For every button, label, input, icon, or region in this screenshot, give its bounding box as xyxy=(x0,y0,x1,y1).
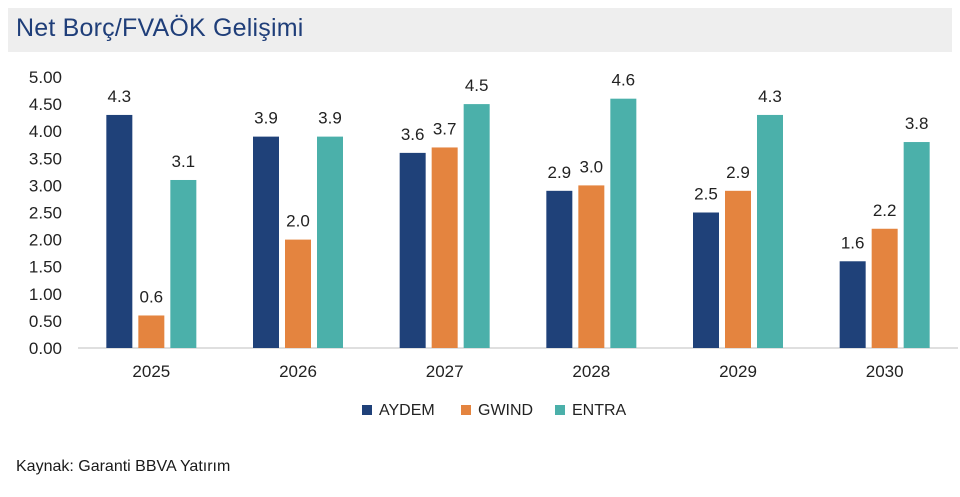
data-label: 4.6 xyxy=(612,71,636,90)
x-tick-label: 2026 xyxy=(279,362,317,381)
y-tick-label: 4.50 xyxy=(29,95,62,114)
bar-chart: 0.000.501.001.502.002.503.003.504.004.50… xyxy=(29,68,958,419)
bar-aydem xyxy=(253,136,279,348)
data-label: 3.6 xyxy=(401,125,425,144)
data-label: 3.1 xyxy=(172,152,196,171)
x-tick-label: 2029 xyxy=(719,362,757,381)
data-label: 2.5 xyxy=(694,185,718,204)
x-tick-label: 2028 xyxy=(572,362,610,381)
bar-aydem xyxy=(839,261,866,348)
data-label: 3.9 xyxy=(254,109,278,128)
y-axis-ticks: 0.00 0.50 1.00 1.50 2.00 2.50 3.00 3.50 4.00 4.50… xyxy=(29,68,62,358)
data-label: 0.6 xyxy=(140,287,164,306)
y-tick-label: 5.00 xyxy=(29,68,62,87)
source-note: Kaynak: Garanti BBVA Yatırım xyxy=(16,458,231,475)
bar-gwind xyxy=(871,228,898,348)
data-label: 2.9 xyxy=(726,163,750,182)
bar-aydem xyxy=(693,212,719,348)
data-label: 3.0 xyxy=(580,157,604,176)
y-tick-label: 0.50 xyxy=(29,312,62,331)
y-tick-label: 1.00 xyxy=(29,285,62,304)
legend-swatch-gwind xyxy=(461,405,471,415)
bar-gwind xyxy=(431,147,458,348)
bar-gwind xyxy=(138,315,165,348)
bar-entra xyxy=(903,142,930,348)
bar-entra xyxy=(170,179,197,348)
bar-entra xyxy=(757,114,783,348)
bars-group xyxy=(106,98,930,349)
data-label: 4.3 xyxy=(758,87,782,106)
x-tick-label: 2025 xyxy=(132,362,170,381)
bar-entra xyxy=(463,104,490,348)
legend-swatch-aydem xyxy=(362,405,372,415)
bar-entra xyxy=(317,136,343,348)
x-tick-label: 2027 xyxy=(426,362,464,381)
y-tick-label: 3.00 xyxy=(29,176,62,195)
x-tick-label: 2030 xyxy=(866,362,904,381)
legend-label-entra: ENTRA xyxy=(572,402,627,419)
title-bar xyxy=(8,8,952,52)
chart-title: Net Borç/FVAÖK Gelişimi xyxy=(16,14,304,42)
bar-gwind xyxy=(578,185,605,348)
data-labels-group: 4.3 0.6 3.1 3.9 2.0 3.9 3.6 3.7 4.5 2.9 3.0 4.6 2.5 2… xyxy=(108,71,929,307)
y-tick-label: 0.00 xyxy=(29,339,62,358)
data-label: 1.6 xyxy=(841,233,865,252)
y-tick-label: 2.00 xyxy=(29,231,62,250)
bar-gwind xyxy=(725,190,751,348)
y-tick-label: 4.00 xyxy=(29,122,62,141)
data-label: 3.9 xyxy=(318,109,342,128)
bar-aydem xyxy=(546,190,573,348)
data-label: 3.8 xyxy=(905,114,929,133)
data-label: 4.5 xyxy=(465,76,489,95)
bar-gwind xyxy=(285,239,311,348)
x-axis-ticks: 2025 2026 2027 2028 2029 2030 xyxy=(132,362,903,381)
legend: AYDEM GWIND ENTRA xyxy=(362,402,627,419)
y-tick-label: 2.50 xyxy=(29,204,62,223)
bar-entra xyxy=(610,98,637,349)
data-label: 3.7 xyxy=(433,119,457,138)
data-label: 4.3 xyxy=(108,87,132,106)
y-tick-label: 1.50 xyxy=(29,258,62,277)
y-tick-label: 3.50 xyxy=(29,149,62,168)
data-label: 2.2 xyxy=(873,201,897,220)
legend-label-gwind: GWIND xyxy=(478,402,533,419)
legend-swatch-entra xyxy=(555,405,565,415)
data-label: 2.9 xyxy=(548,163,572,182)
legend-label-aydem: AYDEM xyxy=(379,402,435,419)
bar-aydem xyxy=(399,152,426,348)
bar-aydem xyxy=(106,114,133,348)
data-label: 2.0 xyxy=(286,212,310,231)
